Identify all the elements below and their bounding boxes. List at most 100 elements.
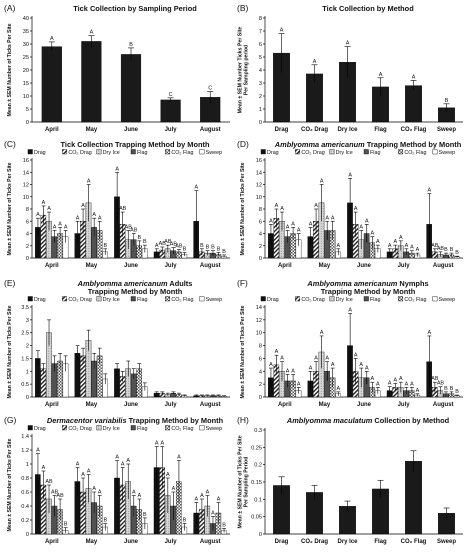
y-tick-label: 0.2 xyxy=(21,518,29,524)
legend-label: CO₂ Flag xyxy=(171,297,193,303)
significance-letter: A xyxy=(155,243,159,249)
y-axis-label-line: Mean ± SEM Number of Ticks Per Site xyxy=(7,162,13,255)
y-tick-label: 0.2 xyxy=(254,463,262,469)
panel-A: (A) Tick Collection by Sampling Period Mea… xyxy=(4,3,230,133)
y-tick-label: 2 xyxy=(26,344,29,350)
y-tick-label: 10 xyxy=(256,195,262,201)
y-tick-label: 30 xyxy=(23,42,29,48)
y-tick-label: 0 xyxy=(26,120,29,126)
significance-letter: A xyxy=(291,221,295,227)
panel-label: (A) xyxy=(4,3,16,13)
y-tick-label: 12 xyxy=(256,183,262,189)
significance-letter: A xyxy=(309,221,313,227)
legend-label: CO₂ Drag xyxy=(68,297,91,303)
significance-letter: A xyxy=(291,369,295,375)
chart-title-species: Amblyomma americanum xyxy=(77,279,168,288)
y-tick-label: 25 xyxy=(23,55,29,61)
significance-letter: A xyxy=(393,239,397,245)
significance-letter: B xyxy=(450,386,454,392)
significance-letter: A xyxy=(132,490,136,496)
significance-letter: A xyxy=(76,215,80,221)
y-tick-label: 0 xyxy=(259,395,262,401)
chart-title-species: Amblyomma americanum xyxy=(306,279,397,288)
significance-letter: B xyxy=(450,247,454,253)
legend-swatch xyxy=(432,149,438,155)
y-axis-label: Mean ± SEM Number of Ticks Per Site xyxy=(7,438,13,531)
y-tick-label: 0.15 xyxy=(251,480,262,486)
x-category-label: June xyxy=(124,402,139,408)
y-tick-label: 1 xyxy=(259,107,262,113)
x-category-label: April xyxy=(45,263,59,269)
significance-letter: A xyxy=(126,458,130,464)
y-tick-label: 2.5 xyxy=(21,331,29,337)
x-category-label: July xyxy=(165,263,178,269)
y-tick-label: 5 xyxy=(259,55,262,61)
significance-letter: A xyxy=(200,493,204,499)
significance-letter: A xyxy=(388,243,392,249)
chart-title-rest: Collection by Method xyxy=(372,416,449,425)
chart-title-species: Amblyomma maculatum xyxy=(286,416,373,425)
y-tick-label: 1.2 xyxy=(21,448,29,454)
legend-label: Flag xyxy=(370,297,381,303)
y-tick-label: 6 xyxy=(26,219,29,225)
significance-letter: A xyxy=(275,349,279,355)
y-axis-label: Mean ± SEM Number of Ticks Per Site xyxy=(7,23,13,116)
y-tick-label: 8 xyxy=(259,344,262,350)
significance-letter: A xyxy=(412,74,416,80)
y-tick-label: 0 xyxy=(259,532,262,538)
chart-title: Amblyomma americanum Trapping Method by … xyxy=(274,140,462,149)
significance-letter: A xyxy=(217,497,221,503)
significance-letter: A xyxy=(405,243,409,249)
significance-letter: A xyxy=(297,381,301,387)
legend-swatch xyxy=(260,296,266,302)
x-category-label: May xyxy=(86,127,98,133)
y-axis-label-line: Mean ± SEM Number of Ticks Per Site xyxy=(7,305,13,398)
significance-letter: A xyxy=(331,215,335,221)
legend-label: CO₂ Flag xyxy=(404,297,426,303)
y-tick-label: 3 xyxy=(26,318,29,324)
y-axis-label: Mean ± SEM Number of Ticks Per Site xyxy=(240,162,246,255)
bar xyxy=(120,54,142,123)
y-tick-label: 14 xyxy=(256,305,262,311)
x-category-label: July xyxy=(398,263,411,269)
y-axis-label: Mean ± SEM Number of Ticks Per Site xyxy=(7,162,13,255)
significance-letter: A xyxy=(172,486,176,492)
legend-swatch xyxy=(295,296,301,302)
legend-swatch xyxy=(27,149,33,155)
chart-title: Amblyomma americanum Adults xyxy=(77,279,193,288)
y-tick-label: 4 xyxy=(26,232,29,238)
significance-letter: A xyxy=(155,441,159,447)
panel-B: (B) Tick Collection by Method Mean ± SEM N… xyxy=(237,3,463,133)
significance-letter: A xyxy=(286,224,290,230)
legend-swatch xyxy=(62,149,68,155)
legend-label: Flag xyxy=(137,150,148,156)
significance-letter: B xyxy=(455,250,459,256)
panel-label: (E) xyxy=(4,278,16,288)
significance-letter: B xyxy=(222,249,226,255)
legend-swatch xyxy=(329,149,335,155)
legend-label: Sweep xyxy=(206,150,222,156)
y-tick-label: 1.5 xyxy=(21,356,29,362)
y-tick-label: 5 xyxy=(26,107,29,113)
y-tick-label: 40 xyxy=(23,16,29,22)
y-tick-label: 4 xyxy=(259,232,262,238)
significance-letter: A xyxy=(36,448,40,454)
significance-letter: A xyxy=(393,378,397,384)
significance-letter: A xyxy=(428,188,432,194)
significance-letter: A xyxy=(269,218,273,224)
legend-label: Dry Ice xyxy=(336,297,353,303)
significance-letter: A xyxy=(365,365,369,371)
significance-letter: A xyxy=(346,41,350,47)
chart-title-rest: Trapping Method by Month xyxy=(127,416,224,425)
y-axis-label: Mean ± SEM Number of Ticks Per Site xyxy=(7,305,13,398)
y-tick-label: 0.3 xyxy=(254,428,262,434)
significance-letter: A xyxy=(98,490,102,496)
significance-letter: A xyxy=(313,59,317,65)
y-tick-label: 20 xyxy=(23,68,29,74)
significance-letter: A xyxy=(115,455,119,461)
significance-letter: AB xyxy=(164,239,172,245)
significance-letter: A xyxy=(405,381,409,387)
significance-letter: A xyxy=(314,356,318,362)
y-tick-label: 0 xyxy=(26,532,29,538)
